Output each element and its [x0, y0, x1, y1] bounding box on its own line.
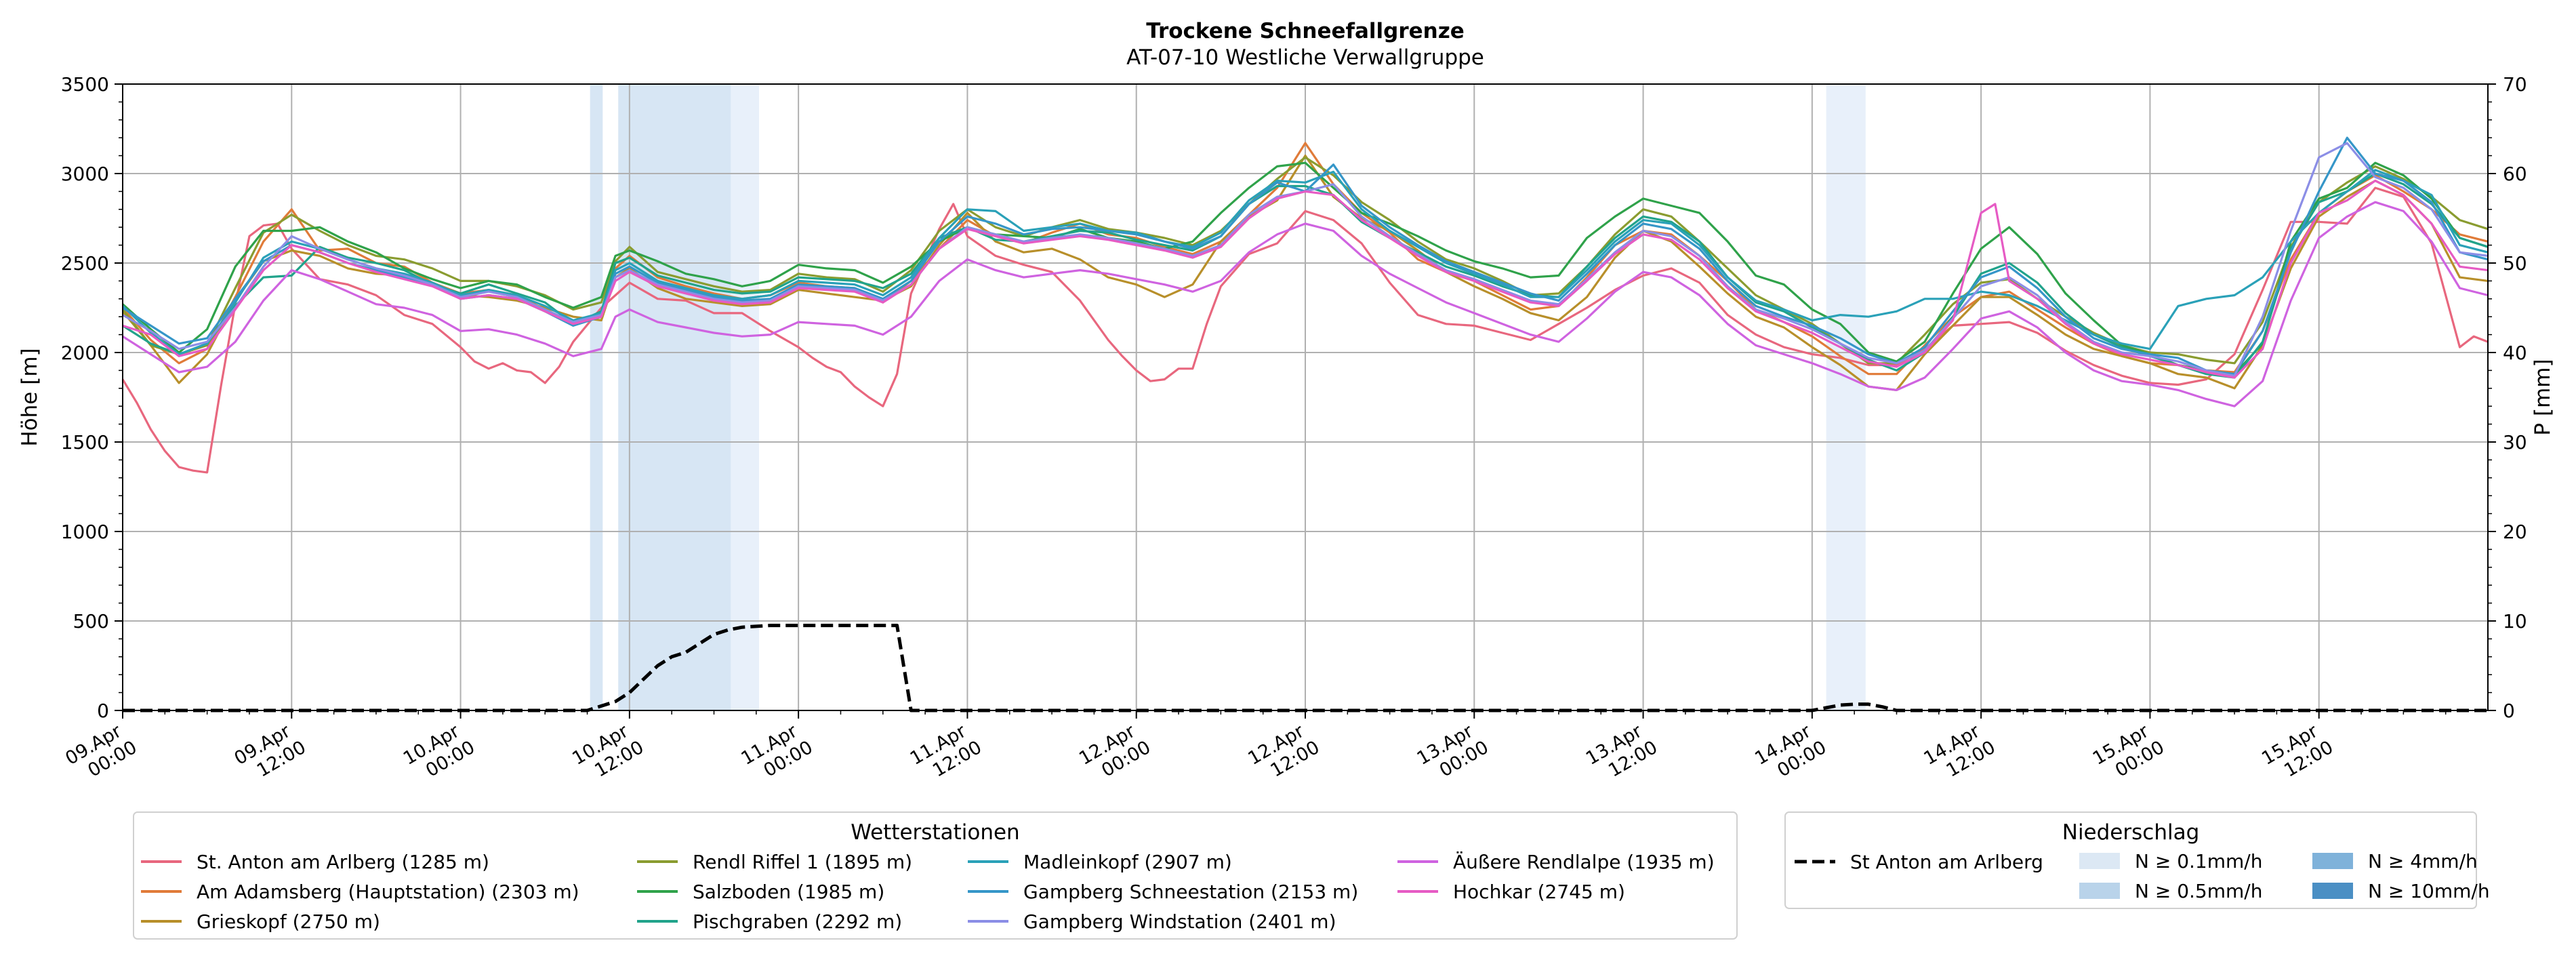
- y-tick-label: 1000: [61, 521, 109, 543]
- legend-precip-swatch: [2079, 853, 2120, 869]
- legend-station-label: Salzboden (1985 m): [693, 881, 884, 903]
- y-tick-label: 1500: [61, 431, 109, 454]
- y2-tick-label: 0: [2503, 700, 2515, 722]
- y2-tick-label: 30: [2503, 431, 2527, 454]
- legend-precip-label: N ≥ 10mm/h: [2368, 880, 2490, 902]
- y2-tick-label: 20: [2503, 521, 2527, 543]
- legend-precip-swatch: [2079, 883, 2120, 899]
- legend-stations-title: Wetterstationen: [851, 820, 1019, 845]
- y-tick-label: 3000: [61, 163, 109, 185]
- legend-precip-swatch: [2312, 883, 2353, 899]
- legend-precip-label: N ≥ 4mm/h: [2368, 850, 2478, 872]
- series-line: [122, 201, 2489, 407]
- legend-stations-frame: [133, 811, 1738, 940]
- legend-precip-title: Niederschlag: [2062, 820, 2200, 845]
- legend-precip-label: N ≥ 0.5mm/h: [2135, 880, 2262, 902]
- y-axis-label: Höhe [m]: [18, 348, 42, 446]
- precip-band: [602, 84, 619, 710]
- legend-station-label: Äußere Rendlalpe (1935 m): [1453, 851, 1715, 873]
- y2-tick-label: 60: [2503, 163, 2527, 185]
- legend-stations: Wetterstationen St. Anton am Arlberg (12…: [133, 811, 1738, 940]
- y-tick-label: 3500: [61, 73, 109, 96]
- precip-series: [123, 624, 2488, 712]
- precip-band: [618, 84, 731, 710]
- y-tick-label: 0: [97, 700, 109, 722]
- legend-station-label: Pischgraben (2292 m): [693, 910, 902, 933]
- legend-precip-label: N ≥ 0.1mm/h: [2135, 850, 2262, 872]
- y2-tick-label: 50: [2503, 252, 2527, 275]
- legend-station-label: Gampberg Windstation (2401 m): [1023, 910, 1336, 933]
- precip-band: [1826, 84, 1866, 710]
- legend-precip: Niederschlag St Anton am Arlberg N ≥ 0.1…: [1784, 811, 2490, 909]
- y-tick-label: 2000: [61, 342, 109, 364]
- legend-station-label: Grieskopf (2750 m): [197, 910, 380, 933]
- station-series: [121, 136, 2489, 474]
- series-line: [121, 161, 2489, 376]
- legend-station-label: Madleinkopf (2907 m): [1023, 851, 1232, 873]
- y-tick-label: 2500: [61, 252, 109, 275]
- chart-subtitle: AT-07-10 Westliche Verwallgruppe: [1126, 45, 1484, 70]
- legend-station-label: Gampberg Schneestation (2153 m): [1023, 881, 1358, 903]
- series-line: [121, 186, 2489, 474]
- y-tick-label: 500: [73, 610, 109, 632]
- grid: [122, 83, 2488, 711]
- legend-precip-line-label: St Anton am Arlberg: [1850, 851, 2043, 873]
- legend-station-label: Rendl Riffel 1 (1895 m): [693, 851, 912, 873]
- axes: 0 500 1000 1500 2000 2500 3000 3500 0 10 20 30 40 50 6…: [61, 73, 2527, 782]
- legend-station-label: Am Adamsberg (Hauptstation) (2303 m): [197, 881, 579, 903]
- series-line: [121, 169, 2489, 356]
- legend-station-label: St. Anton am Arlberg (1285 m): [197, 851, 489, 873]
- precip-bands: [590, 84, 1866, 710]
- precip-band: [731, 84, 759, 710]
- series-line: [122, 180, 2489, 379]
- chart-title: Trockene Schneefallgrenze: [1146, 19, 1465, 43]
- precip-band: [590, 84, 603, 710]
- legend-station-label: Hochkar (2745 m): [1453, 881, 1625, 903]
- y2-tick-label: 10: [2503, 610, 2527, 632]
- legend-precip-frame: [1784, 811, 2477, 909]
- precip-line: [123, 624, 2488, 712]
- y2-tick-label: 40: [2503, 342, 2527, 364]
- y2-tick-label: 70: [2503, 73, 2527, 96]
- legend-precip-swatch: [2312, 853, 2353, 869]
- y2-axis-label: P [mm]: [2531, 359, 2555, 435]
